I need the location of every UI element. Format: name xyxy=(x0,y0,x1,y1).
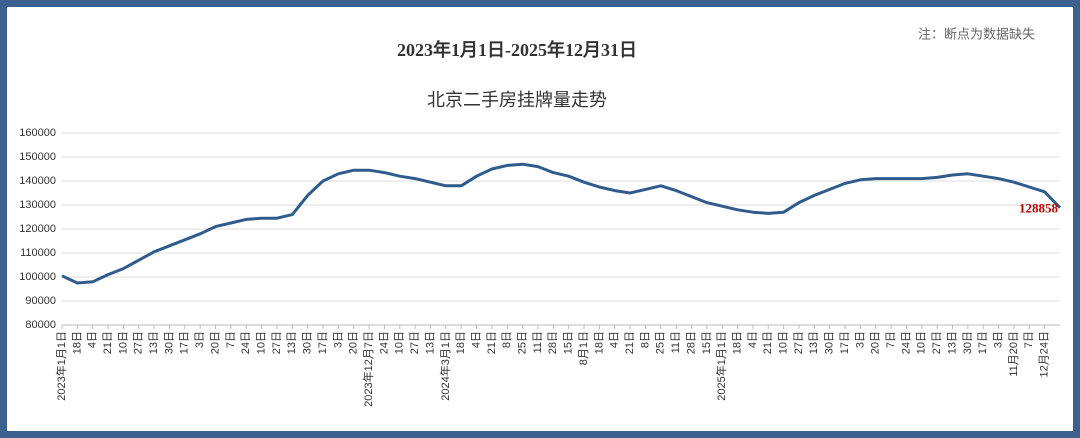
x-tick-label: 17日 xyxy=(317,331,329,354)
x-tick-label: 21日 xyxy=(624,331,636,354)
x-tick-label: 20日 xyxy=(348,331,360,354)
x-tick-label: 13日 xyxy=(946,331,958,354)
x-tick-label: 4日 xyxy=(87,331,99,348)
x-tick-label: 10日 xyxy=(394,331,406,354)
y-tick-label: 90000 xyxy=(25,295,56,307)
x-tick-label: 24日 xyxy=(900,331,912,354)
x-tick-label: 24日 xyxy=(240,331,252,354)
x-tick-label: 11日 xyxy=(532,331,544,353)
x-tick-label: 18日 xyxy=(71,331,83,354)
x-tick-label: 2024年3月1日 xyxy=(438,331,452,401)
y-tick-label: 80000 xyxy=(25,319,56,331)
x-tick-label: 10日 xyxy=(916,331,928,354)
value-label: 128858 xyxy=(1019,201,1059,216)
x-tick-label: 13日 xyxy=(808,331,820,354)
x-tick-label: 8日 xyxy=(639,331,651,348)
y-tick-label: 130000 xyxy=(19,199,56,211)
x-tick-label: 28日 xyxy=(685,331,697,354)
x-tick-label: 2025年1月1日 xyxy=(714,331,728,401)
y-tick-label: 160000 xyxy=(19,127,56,139)
chart: 2023年1月1日-2025年12月31日 北京二手房挂牌量走势 注：断点为数据… xyxy=(19,26,1062,407)
x-tick-label: 21日 xyxy=(762,331,774,354)
x-tick-label: 7日 xyxy=(1023,331,1035,348)
y-tick-label: 140000 xyxy=(19,175,56,187)
x-tick-label: 11日 xyxy=(670,331,682,353)
x-tick-label: 2023年12月7日 xyxy=(361,331,375,407)
x-tick-label: 3日 xyxy=(854,331,866,348)
x-tick-label: 13日 xyxy=(286,331,298,354)
x-tick-label: 18日 xyxy=(455,331,467,354)
x-tick-label: 17日 xyxy=(839,331,851,354)
note: 注：断点为数据缺失 xyxy=(918,26,1035,41)
x-tick-label: 30日 xyxy=(962,331,974,354)
x-tick-label: 30日 xyxy=(824,331,836,354)
x-tick-label: 3日 xyxy=(332,331,344,348)
chart-subtitle: 北京二手房挂牌量走势 xyxy=(427,90,607,110)
x-tick-label: 7日 xyxy=(225,331,237,348)
x-tick-label: 24日 xyxy=(378,331,390,354)
x-tick-label: 27日 xyxy=(931,331,943,354)
x-tick-label: 27日 xyxy=(793,331,805,354)
x-tick-label: 10日 xyxy=(117,331,129,354)
x-tick-label: 30日 xyxy=(302,331,314,354)
x-tick-label: 21日 xyxy=(486,331,498,354)
x-tick-label: 27日 xyxy=(409,331,421,354)
x-tick-label: 20日 xyxy=(209,331,221,354)
x-tick-label: 4日 xyxy=(609,331,621,348)
y-tick-label: 110000 xyxy=(20,247,56,259)
x-tick-label: 17日 xyxy=(179,331,191,354)
x-tick-label: 18日 xyxy=(593,331,605,354)
x-tick-label: 3日 xyxy=(194,331,206,348)
x-tick-label: 15日 xyxy=(701,331,713,354)
x-tick-label: 7日 xyxy=(885,331,897,348)
x-tick-label: 28日 xyxy=(547,331,559,354)
x-tick-label: 17日 xyxy=(977,331,989,354)
x-tick-label: 10日 xyxy=(778,331,790,354)
y-tick-label: 100000 xyxy=(19,271,56,283)
x-tick-label: 30日 xyxy=(163,331,175,354)
x-tick-label: 4日 xyxy=(470,331,482,348)
line xyxy=(61,162,1062,285)
x-tick-label: 15日 xyxy=(563,331,575,354)
x-tick-label: 25日 xyxy=(517,331,529,354)
x-tick-label: 27日 xyxy=(133,331,145,354)
x-tick-label: 25日 xyxy=(655,331,667,354)
x-tick-label: 18日 xyxy=(731,331,743,354)
x-tick-label: 8日 xyxy=(501,331,513,348)
x-tick-label: 12月24日 xyxy=(1039,331,1051,377)
y-tick-label: 150000 xyxy=(19,151,56,163)
x-tick-label: 13日 xyxy=(148,331,160,354)
x-tick-label: 20日 xyxy=(870,331,882,354)
x-tick-label: 8月1日 xyxy=(578,331,590,365)
chart-title: 2023年1月1日-2025年12月31日 xyxy=(397,39,637,60)
y-tick-label: 120000 xyxy=(19,223,56,235)
x-tick-label: 4日 xyxy=(747,331,759,348)
x-tick-label: 3日 xyxy=(992,331,1004,348)
x-tick-label: 27日 xyxy=(271,331,283,354)
x-tick-label: 10日 xyxy=(256,331,268,354)
x-tick-label: 21日 xyxy=(102,331,114,354)
x-tick-label: 11月20日 xyxy=(1008,331,1020,377)
x-tick-label: 13日 xyxy=(424,331,436,354)
x-tick-label: 2023年1月1日 xyxy=(54,331,68,401)
